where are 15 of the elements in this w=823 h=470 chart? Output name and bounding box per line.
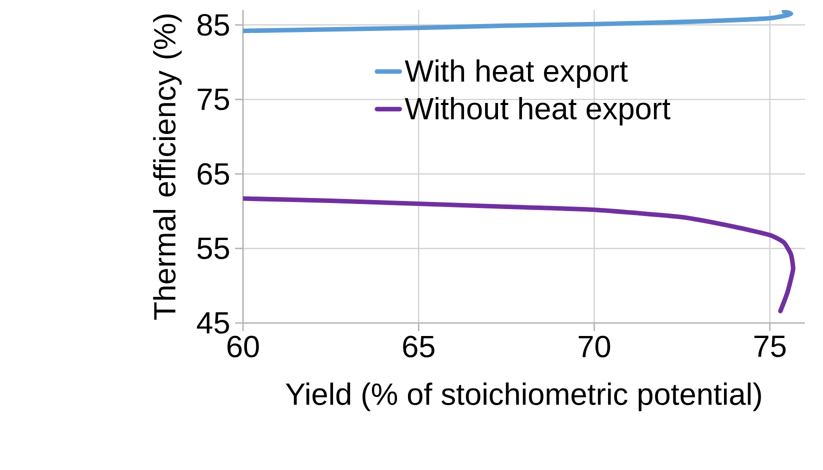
x-axis-title: Yield (% of stoichiometric potential) [286, 382, 761, 412]
x-tick-label: 70 [578, 336, 610, 358]
y-tick-label: 45 [196, 312, 230, 334]
x-tick-label: 65 [403, 336, 434, 358]
y-tick-label: 65 [198, 163, 230, 185]
x-tick-label: 75 [754, 336, 786, 358]
line-series [243, 10, 794, 34]
legend-label: With heat export [404, 59, 628, 88]
legend-label: Without heat export [404, 96, 670, 126]
y-tick-label: 85 [198, 14, 230, 36]
x-tick-label: 60 [228, 336, 259, 358]
y-axis-title: Thermal efficiency (%) [153, 14, 182, 320]
line-series [243, 196, 796, 314]
y-tick-label: 75 [198, 88, 230, 110]
y-tick-label: 55 [197, 238, 230, 260]
